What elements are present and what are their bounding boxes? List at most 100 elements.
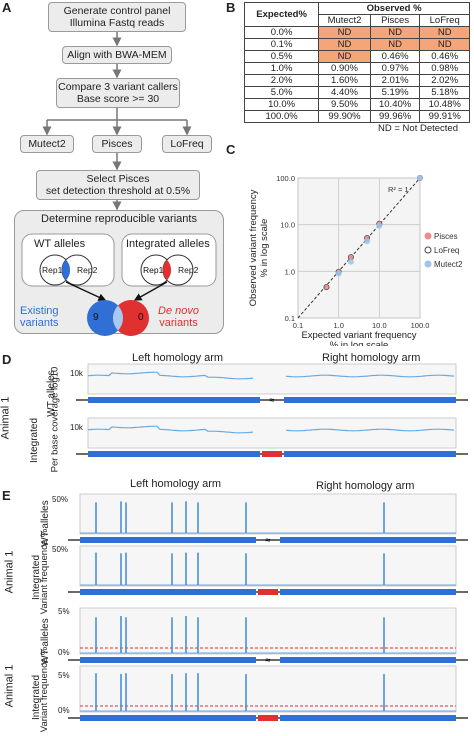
left-arm-bar	[80, 589, 256, 595]
table-cell: 5.18%	[419, 86, 470, 99]
coverage-left-arm-label: Left homology arm	[132, 352, 224, 364]
table-footnote: ND = Not Detected	[378, 123, 458, 134]
table-body: 0.0% ND ND ND 0.1% ND ND ND 0.5% ND 0.46% 0.46% 1.0%…	[243, 26, 470, 123]
x-tick-label: 1.0	[333, 321, 343, 330]
table-cell: 0.5%	[243, 50, 320, 63]
table-cell: 9.50%	[318, 98, 371, 111]
variants-tick-50-a: 50%	[52, 495, 69, 504]
step1-line1: Generate control panel	[63, 5, 171, 17]
coverage-tick-wt: 10k	[70, 369, 83, 378]
variant-tracks: ≈≈≈≈	[68, 493, 468, 723]
right-arm-bar	[280, 715, 456, 721]
table-row: 0.5% ND 0.46% 0.46%	[243, 50, 470, 63]
coverage-line	[87, 425, 455, 434]
panel-a-label: A	[2, 0, 12, 15]
variant-plot-area	[79, 665, 457, 713]
table-row: 100.0% 99.90% 99.96% 99.91%	[243, 110, 470, 123]
table-cell: 10.0%	[243, 98, 320, 111]
insert-bar	[258, 589, 278, 595]
variant-plot-area	[79, 607, 457, 655]
left-arm-bar	[88, 397, 260, 403]
table-row: 5.0% 4.40% 5.19% 5.18%	[243, 86, 470, 99]
table-row: 2.0% 1.60% 2.01% 2.02%	[243, 74, 470, 87]
wt-alleles-label: WT alleles	[34, 238, 86, 250]
table-cell: 10.40%	[369, 98, 421, 111]
table-col-lofreq: LoFreq	[419, 14, 470, 27]
concordance-table: Expected% Observed % Mutect2 Pisces LoFr…	[243, 2, 470, 123]
table-col-mutect2: Mutect2	[318, 14, 371, 27]
variant-plot-area	[79, 493, 457, 535]
coverage-plot-area	[87, 363, 457, 395]
table-cell: 1.0%	[243, 62, 320, 75]
data-point-mutect2	[416, 175, 423, 182]
table-row: 10.0% 9.50% 10.40% 10.48%	[243, 98, 470, 111]
table-cell: ND	[318, 50, 371, 63]
panel-b-label: B	[226, 0, 236, 15]
coverage-line	[87, 371, 455, 380]
legend-label: Mutect2	[434, 260, 463, 269]
table-cell: 4.40%	[318, 86, 371, 99]
insert-bar	[262, 451, 282, 457]
variants-left-arm-label: Left homology arm	[130, 478, 222, 490]
table-cell: 5.19%	[369, 86, 421, 99]
x-axis-label: Expected variant frequency	[301, 330, 416, 341]
legend-marker	[424, 232, 432, 240]
existing-count: 9	[93, 312, 99, 323]
right-arm-bar	[284, 397, 456, 403]
step3-line2: Base score >= 30	[76, 93, 160, 105]
table-cell: 10.48%	[419, 98, 470, 111]
table-cell: 100.0%	[243, 110, 320, 123]
variants-animal-label-1: Animal 1	[3, 550, 16, 594]
table-cell: 2.02%	[419, 74, 470, 87]
y-tick-label: 1.0	[285, 267, 295, 276]
coverage-animal-label: Animal 1	[0, 396, 12, 440]
left-arm-bar	[88, 451, 260, 457]
denovo-variants-label: De novo variants	[158, 305, 199, 329]
left-arm-bar	[80, 715, 256, 721]
workflow-step-generate: Generate control panel Illumina Fastq rea…	[48, 2, 186, 32]
table-cell: 2.01%	[369, 74, 421, 87]
coverage-tick-int: 10k	[70, 423, 83, 432]
step1-line2: Illumina Fastq reads	[69, 17, 165, 29]
denovo-line2: variants	[159, 317, 198, 329]
table-cell: ND	[318, 26, 371, 39]
y-tick-label: 0.1	[285, 314, 295, 323]
data-point-mutect2	[364, 238, 371, 245]
table-cell: 99.96%	[369, 110, 421, 123]
table-cell: 5.0%	[243, 86, 320, 99]
identity-line	[297, 177, 421, 319]
table-header-expected: Expected%	[243, 2, 320, 27]
coverage-ylabel: Per base coverage log10	[49, 366, 61, 473]
y-axis-label-group: Observed variant frequency% in log scale	[248, 189, 270, 306]
legend-label: Pisces	[434, 232, 458, 241]
table-cell: ND	[419, 38, 470, 51]
r-squared-annotation: R² = 1	[388, 185, 409, 194]
table-cell: 0.46%	[369, 50, 421, 63]
step4-line2: set detection threshold at 0.5%	[45, 185, 191, 197]
table-col-pisces: Pisces	[369, 14, 421, 27]
left-arm-bar	[80, 537, 256, 543]
denovo-count: 0	[138, 312, 144, 323]
workflow-step-compare: Compare 3 variant callers Base score >= 3…	[56, 78, 180, 108]
variants-ylabel-1: Variant frequence %	[39, 528, 51, 615]
panel-c-label: C	[226, 142, 236, 157]
legend-marker	[424, 260, 432, 268]
wt-rep2-label: Rep2	[77, 265, 98, 275]
x-tick-label: 100.0	[411, 321, 430, 330]
variants-tick-5-a: 5%	[58, 607, 70, 616]
table-cell: 0.1%	[243, 38, 320, 51]
right-arm-bar	[280, 589, 456, 595]
y-axis-label-2: % in log scale	[259, 219, 270, 278]
existing-variants-label: Existing variants	[20, 305, 59, 329]
table-row: 0.0% ND ND ND	[243, 26, 470, 39]
table-cell: 0.0%	[243, 26, 320, 39]
int-rep1-label: Rep1	[143, 265, 164, 275]
table-cell: 99.91%	[419, 110, 470, 123]
coverage-tracks: ≈≈	[76, 363, 468, 459]
workflow-arrows	[21, 32, 217, 336]
denovo-line1: De novo	[158, 305, 199, 317]
y-tick-label: 10.0	[280, 221, 295, 230]
right-arm-bar	[280, 537, 456, 543]
coverage-plot-area	[87, 417, 457, 449]
table-cell: 0.98%	[419, 62, 470, 75]
